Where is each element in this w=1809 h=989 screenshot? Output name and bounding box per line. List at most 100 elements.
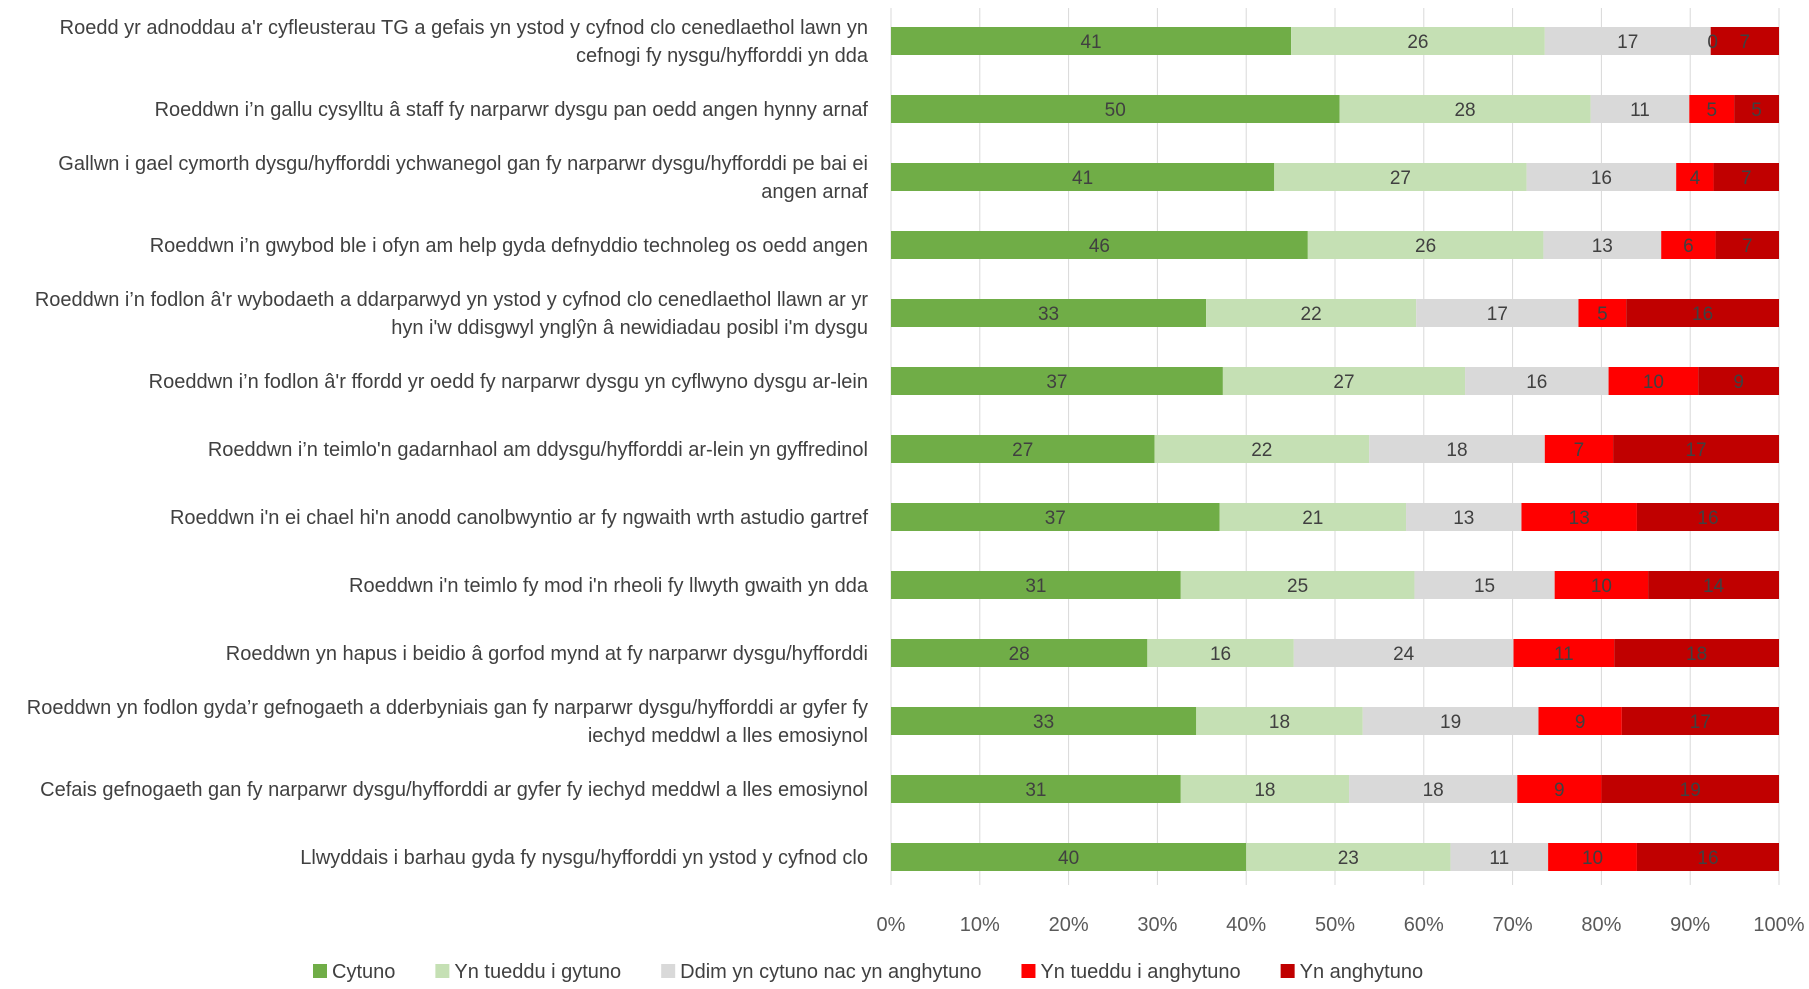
bar-segment	[1613, 435, 1779, 463]
bar-segment	[891, 27, 1292, 55]
data-label: 19	[1440, 712, 1461, 733]
legend-swatch	[1280, 964, 1295, 978]
data-label: 16	[1591, 168, 1612, 189]
bar-segment	[1544, 435, 1614, 463]
category-label: Roeddwn i’n fodlon â'r ffordd yr oedd fy…	[149, 371, 868, 393]
category-label: Roeddwn i'n teimlo fy mod i'n rheoli fy …	[349, 575, 869, 597]
data-label: 5	[1751, 100, 1762, 121]
legend: Cytuno Yn tueddu i gytuno Ddim yn cytuno n…	[313, 961, 1423, 983]
bar-segment	[1180, 571, 1415, 599]
data-label: 27	[1012, 440, 1033, 461]
data-label: 16	[1697, 848, 1718, 869]
bar-segment	[1601, 775, 1779, 803]
data-label: 33	[1033, 712, 1054, 733]
data-label: 0	[1707, 32, 1718, 53]
data-label: 11	[1554, 644, 1574, 665]
x-tick-label: 30%	[1137, 914, 1177, 936]
legend-swatch	[435, 964, 450, 978]
category-label: Gallwn i gael cymorth dysgu/hyfforddi yc…	[58, 153, 868, 203]
data-label: 24	[1393, 644, 1415, 665]
data-label: 9	[1554, 780, 1565, 801]
bar-segment	[1538, 707, 1622, 735]
bar-segment	[1307, 231, 1544, 259]
x-axis-ticks: 0% 10% 20% 30% 40% 50% 60% 70% 80% 90% 100%	[877, 914, 1805, 936]
bar-segment	[1517, 775, 1602, 803]
data-label: 26	[1415, 236, 1436, 257]
bar-segment	[1636, 503, 1779, 531]
data-label: 7	[1742, 236, 1753, 257]
bar-segment	[1154, 435, 1370, 463]
bar-segment	[1689, 95, 1735, 123]
category-label: Roeddwn yn hapus i beidio â gorfod mynd …	[226, 643, 868, 665]
data-label: 7	[1574, 440, 1585, 461]
data-label: 16	[1210, 644, 1231, 665]
bar-segment	[1513, 639, 1615, 667]
data-label: 18	[1254, 780, 1275, 801]
legend-label: Cytuno	[332, 961, 395, 983]
data-label: 41	[1072, 168, 1093, 189]
bar-segment	[891, 503, 1220, 531]
data-label: 11	[1489, 848, 1509, 869]
bar-segment	[1544, 27, 1711, 55]
bar-segment	[1661, 231, 1716, 259]
bar-segment	[1206, 299, 1417, 327]
bar-segment	[1626, 299, 1779, 327]
bar-segment	[1362, 707, 1539, 735]
bar-segment	[1648, 571, 1779, 599]
category-label: Roeddwn yn fodlon gyda’r gefnogaeth a dd…	[27, 697, 868, 747]
data-label: 16	[1692, 304, 1713, 325]
legend-label: Yn tueddu i gytuno	[454, 961, 621, 983]
category-label: Roedd yr adnoddau a'r cyfleusterau TG a …	[60, 17, 869, 67]
bar-segment	[1274, 163, 1527, 191]
bar-segment	[1180, 775, 1350, 803]
data-label: 17	[1487, 304, 1508, 325]
category-label: Roeddwn i’n teimlo'n gadarnhaol am ddysg…	[208, 439, 868, 461]
bar-segment	[891, 95, 1340, 123]
data-label: 22	[1251, 440, 1272, 461]
data-label: 9	[1733, 372, 1744, 393]
bar-segment	[1291, 27, 1545, 55]
data-label: 18	[1686, 644, 1707, 665]
bar-segment	[1416, 299, 1579, 327]
bar-segment	[891, 707, 1197, 735]
data-label: 7	[1741, 168, 1752, 189]
data-label: 50	[1105, 100, 1126, 121]
data-label: 6	[1683, 236, 1694, 257]
data-label: 23	[1338, 848, 1359, 869]
legend-label: Yn tueddu i anghytuno	[1040, 961, 1240, 983]
category-label: Roeddwn i’n gallu cysylltu â staff fy na…	[155, 99, 869, 121]
category-label: Roeddwn i'n ei chael hi'n anodd canolbwy…	[170, 507, 868, 529]
bars	[891, 27, 1779, 871]
data-label: 4	[1690, 168, 1701, 189]
bar-segment	[1734, 95, 1779, 123]
bar-segment	[1293, 639, 1514, 667]
bar-segment	[1222, 367, 1466, 395]
data-label: 28	[1009, 644, 1030, 665]
category-label: Cefais gefnogaeth gan fy narparwr dysgu/…	[40, 779, 868, 801]
data-label: 10	[1643, 372, 1664, 393]
x-tick-label: 70%	[1493, 914, 1533, 936]
data-label: 21	[1302, 508, 1323, 529]
data-label: 27	[1333, 372, 1354, 393]
data-label: 37	[1046, 372, 1067, 393]
data-label: 18	[1423, 780, 1444, 801]
legend-label: Yn anghytuno	[1300, 961, 1423, 983]
data-label: 10	[1582, 848, 1603, 869]
bar-segment	[1710, 27, 1779, 55]
x-tick-label: 60%	[1404, 914, 1444, 936]
bar-segment	[1147, 639, 1294, 667]
data-label: 27	[1390, 168, 1411, 189]
x-tick-label: 10%	[960, 914, 1000, 936]
bar-segment	[1526, 163, 1677, 191]
legend-label: Ddim yn cytuno nac yn anghytuno	[680, 961, 981, 983]
bar-segment	[891, 435, 1155, 463]
bar-segment	[1590, 95, 1690, 123]
data-label: 22	[1301, 304, 1322, 325]
bar-segment	[1406, 503, 1522, 531]
bar-segment	[1713, 163, 1779, 191]
bar-segment	[1614, 639, 1779, 667]
bar-segment	[1608, 367, 1699, 395]
data-label: 28	[1454, 100, 1475, 121]
bar-segment	[891, 639, 1148, 667]
